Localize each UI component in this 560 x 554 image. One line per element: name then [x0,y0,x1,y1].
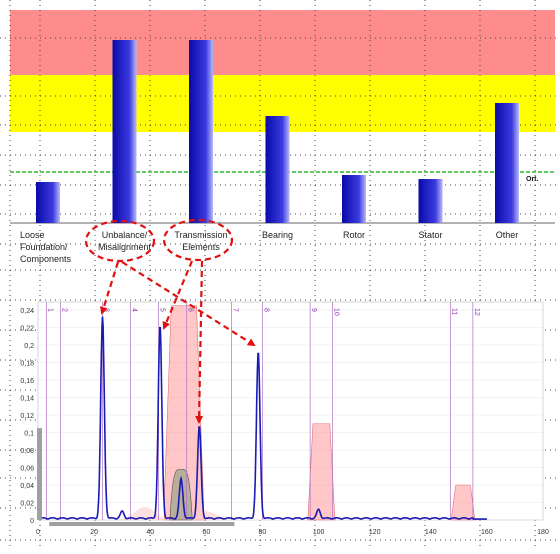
category-label: Loose Foundation/ Components [20,230,72,264]
y-tick-label: 0,2 [24,343,34,350]
category-label: Stator [418,230,443,240]
x-tick-label: 160 [481,529,493,536]
x-tick-label: 100 [313,529,325,536]
spectrum-plot-area [37,301,544,521]
highlight-ellipse-transmission [162,218,234,262]
category-label: Rotor [342,230,365,240]
marker-label: 12 [473,308,480,316]
category-label: Transmission Elements [174,230,228,252]
marker-label: 5 [159,308,166,312]
y-tick-label: 0,22 [20,326,34,333]
arrow [121,261,256,347]
marker-label: 8 [262,308,269,312]
x-tick-label: 80 [259,529,267,536]
spectrum-line [37,316,487,520]
arrow [99,261,120,315]
frequency-band [306,423,336,521]
danger-zone-band [10,10,555,75]
x-tick-label: 40 [146,529,154,536]
y-tick-label: 0 [30,518,34,525]
marker-label: 10 [333,308,340,316]
category-label: Unbalance/ Misalignment [97,230,152,252]
arrow [162,260,194,330]
y-tick-label: 0,12 [20,413,34,420]
horizontal-scrollbar-thumb [49,522,235,526]
y-tick-label: 0,1 [24,431,34,438]
marker-label: 11 [450,308,457,315]
x-tick-label: 0 [36,529,40,536]
marker-label: 1 [46,308,53,312]
bar [342,175,366,223]
marker-label: 7 [232,308,239,312]
x-tick-label: 60 [202,529,210,536]
y-tick-label: 0,02 [20,501,34,508]
marker-label: 9 [310,308,317,312]
y-tick-label: 0,08 [20,448,34,455]
category-label: Other [495,230,519,240]
bar [36,182,60,223]
y-tick-label: 0,18 [20,361,34,368]
bar [189,40,213,223]
y-tick-label: 0,04 [20,483,34,490]
threshold-label: Ort. [526,176,539,183]
marker-label: 6 [187,308,194,312]
x-tick-label: 20 [90,529,98,536]
arrow [195,260,204,424]
x-tick-label: 120 [369,529,381,536]
bar [495,103,519,223]
x-tick-label: 180 [537,529,549,536]
y-tick-label: 0,14 [20,396,34,403]
marker-label: 2 [60,308,67,312]
y-tick-label: 0,24 [20,308,34,315]
category-label: Bearing [261,230,294,240]
y-tick-label: 0,06 [20,466,34,473]
bar [265,116,290,223]
highlight-ellipse-unbalance [84,219,156,263]
vertical-scrollbar-thumb [37,428,42,520]
bar [418,179,443,223]
marker-label: 4 [131,308,138,312]
y-tick-label: 0,16 [20,378,34,385]
frequency-band [163,305,204,521]
x-tick-label: 140 [425,529,437,536]
frequency-band [450,484,476,521]
bar [112,40,137,223]
